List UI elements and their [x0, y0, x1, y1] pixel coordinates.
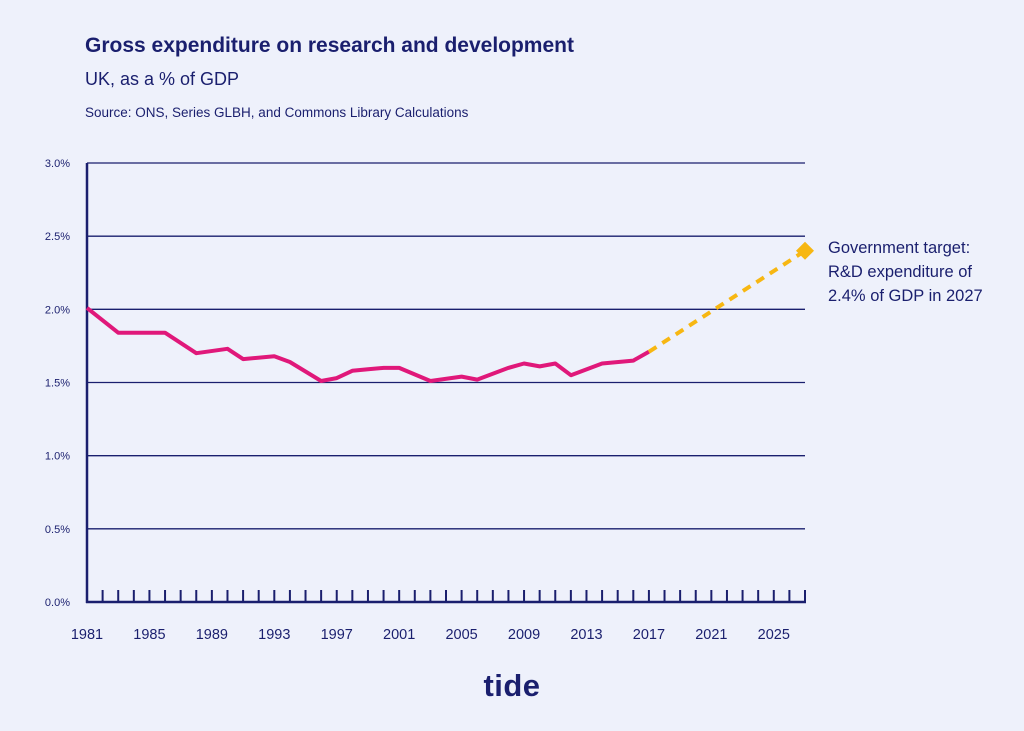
x-tick-label: 2005: [445, 627, 477, 643]
rd-expenditure-line: [85, 306, 650, 383]
axes: 0.0% 0.5% 1.0% 1.5% 2.0% 2.5% 3.0% 1981 1985 1989…: [45, 158, 806, 643]
annotation-line-2: R&D expenditure of: [828, 263, 972, 281]
y-tick-label: 2.5%: [45, 231, 70, 243]
target-trajectory-line: [647, 249, 807, 354]
y-tick-label: 0.5%: [45, 524, 70, 536]
x-tick-label: 1989: [196, 627, 228, 643]
y-tick-label: 2.0%: [45, 304, 70, 316]
x-tick-label: 2017: [633, 627, 665, 643]
y-tick-label: 3.0%: [45, 158, 70, 170]
chart-subtitle: UK, as a % of GDP: [85, 69, 240, 89]
chart-source: Source: ONS, Series GLBH, and Commons Li…: [85, 105, 469, 120]
target-annotation: Government target: R&D expenditure of 2.…: [828, 236, 983, 308]
x-tick-label: 2021: [695, 627, 727, 643]
annotation-line-1: Government target:: [828, 239, 971, 257]
x-tick-label: 2025: [758, 627, 790, 643]
y-tick-label: 1.5%: [45, 378, 70, 390]
gridlines: [87, 162, 805, 530]
x-tick-label: 1997: [321, 627, 353, 643]
y-tick-label: 0.0%: [45, 597, 70, 609]
annotation-line-3: 2.4% of GDP in 2027: [828, 287, 983, 305]
series: [85, 241, 814, 383]
chart-title: Gross expenditure on research and develo…: [85, 34, 574, 57]
x-tick-label: 2001: [383, 627, 415, 643]
x-tick-label: 1993: [258, 627, 290, 643]
y-tick-label: 1.0%: [45, 451, 70, 463]
target-marker: [796, 241, 814, 260]
x-tick-label: 2009: [508, 627, 540, 643]
x-tick-label: 1981: [71, 627, 103, 643]
tide-logo: tide: [483, 668, 541, 703]
x-tick-label: 1985: [133, 627, 165, 643]
x-tick-label: 2013: [570, 627, 602, 643]
